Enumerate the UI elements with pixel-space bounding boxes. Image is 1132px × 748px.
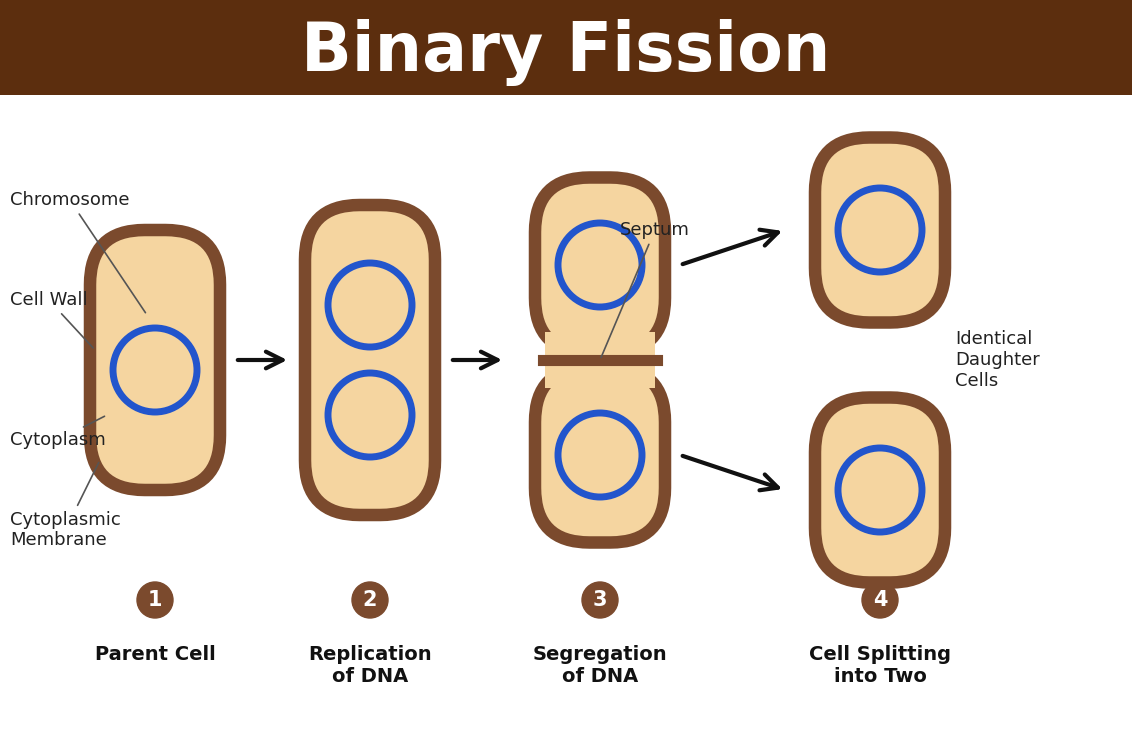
FancyBboxPatch shape: [91, 230, 220, 490]
Text: Cell Splitting
into Two: Cell Splitting into Two: [809, 645, 951, 686]
Text: Chromosome: Chromosome: [10, 191, 145, 313]
FancyBboxPatch shape: [305, 205, 435, 515]
Text: Identical
Daughter
Cells: Identical Daughter Cells: [955, 330, 1040, 390]
FancyBboxPatch shape: [535, 177, 664, 352]
Text: 1: 1: [148, 590, 162, 610]
Text: Binary Fission: Binary Fission: [301, 19, 831, 85]
Circle shape: [582, 582, 618, 618]
Text: 4: 4: [873, 590, 887, 610]
FancyBboxPatch shape: [815, 397, 945, 583]
Circle shape: [861, 582, 898, 618]
FancyBboxPatch shape: [815, 138, 945, 322]
FancyBboxPatch shape: [544, 332, 655, 388]
Text: Segregation
of DNA: Segregation of DNA: [533, 645, 667, 686]
Text: Cytoplasm: Cytoplasm: [10, 416, 105, 449]
Text: Replication
of DNA: Replication of DNA: [308, 645, 431, 686]
Circle shape: [137, 582, 173, 618]
Text: Cell Wall: Cell Wall: [10, 291, 93, 348]
Circle shape: [352, 582, 388, 618]
Text: Cytoplasmic
Membrane: Cytoplasmic Membrane: [10, 462, 121, 549]
FancyBboxPatch shape: [0, 0, 1132, 95]
Text: 2: 2: [362, 590, 377, 610]
FancyBboxPatch shape: [535, 367, 664, 542]
Text: Septum: Septum: [601, 221, 689, 358]
Text: Parent Cell: Parent Cell: [95, 645, 215, 664]
Text: 3: 3: [593, 590, 607, 610]
